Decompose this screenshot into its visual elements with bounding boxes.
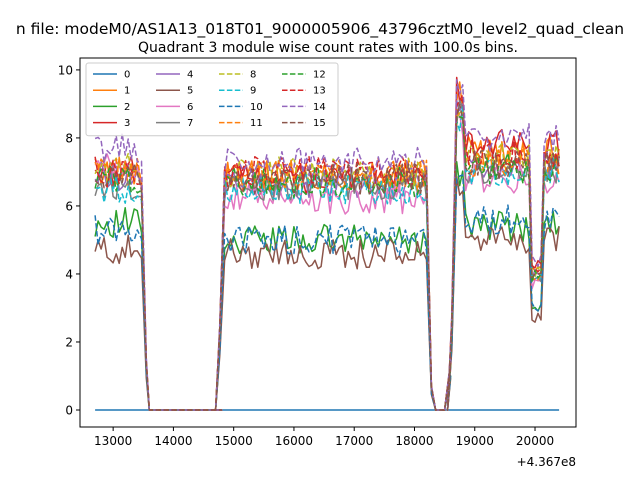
series-line-2 bbox=[94, 161, 560, 411]
legend-label-10: 10 bbox=[250, 102, 263, 113]
axes-frame bbox=[79, 57, 577, 428]
legend-label-6: 6 bbox=[187, 102, 193, 113]
legend-label-12: 12 bbox=[313, 70, 326, 81]
series-line-6 bbox=[94, 113, 560, 411]
series-line-11 bbox=[94, 109, 560, 411]
legend-label-4: 4 bbox=[187, 70, 193, 81]
x-tick-label: 17000 bbox=[335, 434, 373, 448]
axes: 13000 14000 15000 16000 17000 18000 19000 20000… bbox=[58, 57, 577, 448]
y-tick-label: 2 bbox=[65, 335, 73, 349]
legend-label-0: 0 bbox=[124, 70, 130, 81]
x-tick-label: 13000 bbox=[94, 434, 132, 448]
y-tick-label: 10 bbox=[58, 63, 73, 77]
legend-label-2: 2 bbox=[124, 102, 130, 113]
y-tick-label: 0 bbox=[65, 403, 73, 417]
legend-label-11: 11 bbox=[250, 118, 263, 129]
x-tick-label: 19000 bbox=[456, 434, 494, 448]
legend-label-3: 3 bbox=[124, 118, 130, 129]
figure-suptitle: n file: modeM0/AS1A13_018T01_9000005906_… bbox=[16, 20, 624, 39]
x-tick-label: 20000 bbox=[516, 434, 554, 448]
x-tick-label: 14000 bbox=[154, 434, 192, 448]
y-tick-label: 8 bbox=[65, 131, 73, 145]
x-tick-label: 18000 bbox=[395, 434, 433, 448]
legend-label-7: 7 bbox=[187, 118, 193, 129]
x-tick-label: 16000 bbox=[275, 434, 313, 448]
series-line-14 bbox=[94, 79, 560, 411]
x-offset-label: +4.367e8 bbox=[517, 455, 576, 469]
legend-box bbox=[85, 62, 339, 137]
legend-label-9: 9 bbox=[250, 86, 256, 97]
legend-label-15: 15 bbox=[313, 118, 326, 129]
x-tick-label: 15000 bbox=[215, 434, 253, 448]
legend-label-8: 8 bbox=[250, 70, 256, 81]
legend-label-14: 14 bbox=[313, 102, 326, 113]
series-lines bbox=[94, 76, 560, 411]
y-tick-label: 6 bbox=[65, 199, 73, 213]
y-tick-label: 4 bbox=[65, 267, 73, 281]
series-line-10 bbox=[94, 174, 560, 411]
legend-label-1: 1 bbox=[124, 86, 130, 97]
legend-label-5: 5 bbox=[187, 86, 193, 97]
legend-label-13: 13 bbox=[313, 86, 326, 97]
chart-title: Quadrant 3 module wise count rates with … bbox=[138, 40, 518, 56]
series-line-5 bbox=[94, 175, 560, 411]
